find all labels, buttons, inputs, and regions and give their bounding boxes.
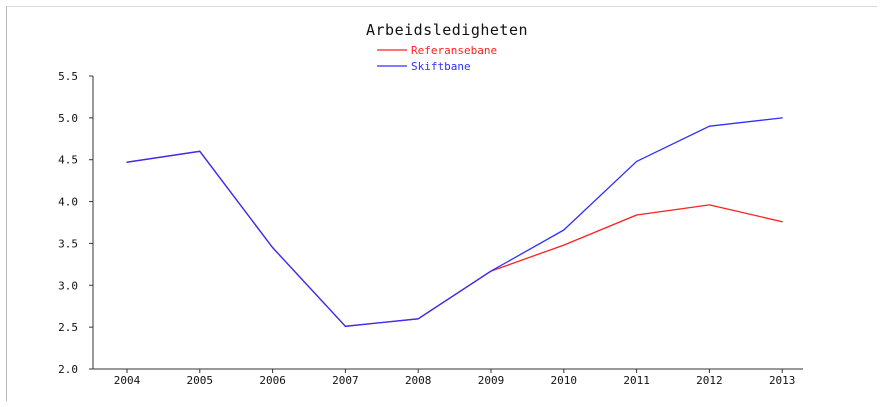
data-point xyxy=(417,318,419,320)
x-tick-label: 2004 xyxy=(114,374,141,387)
data-point xyxy=(199,150,201,152)
series-line-skiftbane xyxy=(126,117,783,327)
data-point xyxy=(636,160,638,162)
y-tick-label: 3.5 xyxy=(58,237,78,250)
y-tick-label: 4.0 xyxy=(58,196,78,209)
legend: Referansebane Skiftbane xyxy=(377,44,497,73)
data-point xyxy=(344,325,346,327)
data-point xyxy=(563,229,565,231)
legend-label: Skiftbane xyxy=(411,60,471,73)
data-point xyxy=(490,270,492,272)
data-point xyxy=(708,125,711,127)
y-tick-label: 2.5 xyxy=(58,321,78,334)
y-tick-label: 4.5 xyxy=(58,154,78,167)
x-tick-label: 2013 xyxy=(769,374,796,387)
x-tick-label: 2007 xyxy=(332,374,359,387)
x-tick-label: 2009 xyxy=(478,374,505,387)
data-point xyxy=(708,204,711,206)
chart-frame xyxy=(6,6,877,401)
x-tick-label: 2012 xyxy=(696,374,723,387)
data-point xyxy=(563,244,565,246)
x-tick-label: 2006 xyxy=(259,374,286,387)
y-tick-label: 5.5 xyxy=(58,70,78,83)
x-tick-label: 2005 xyxy=(187,374,214,387)
x-tick-label: 2011 xyxy=(623,374,650,387)
y-tick-label: 3.0 xyxy=(58,279,78,292)
y-tick-label: 2.0 xyxy=(58,363,78,376)
chart-title: Arbeidsledigheten xyxy=(366,21,528,39)
data-point xyxy=(126,161,128,163)
data-point xyxy=(636,214,638,216)
x-tick-label: 2008 xyxy=(405,374,432,387)
legend-label: Referansebane xyxy=(411,44,497,57)
series-line-referansebane xyxy=(126,150,783,327)
data-point xyxy=(781,221,783,223)
data-point xyxy=(781,117,783,119)
y-tick-label: 5.0 xyxy=(58,112,78,125)
data-point xyxy=(272,247,274,249)
series-layer xyxy=(126,117,783,327)
x-tick-label: 2010 xyxy=(551,374,578,387)
axes: 2.0 2.5 3.0 3.5 4.0 4.5 5.0 5.5 2004 2005 2006 2007… xyxy=(58,70,803,387)
